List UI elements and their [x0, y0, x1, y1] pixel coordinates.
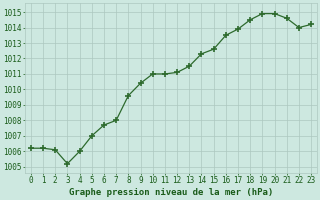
X-axis label: Graphe pression niveau de la mer (hPa): Graphe pression niveau de la mer (hPa): [69, 188, 273, 197]
